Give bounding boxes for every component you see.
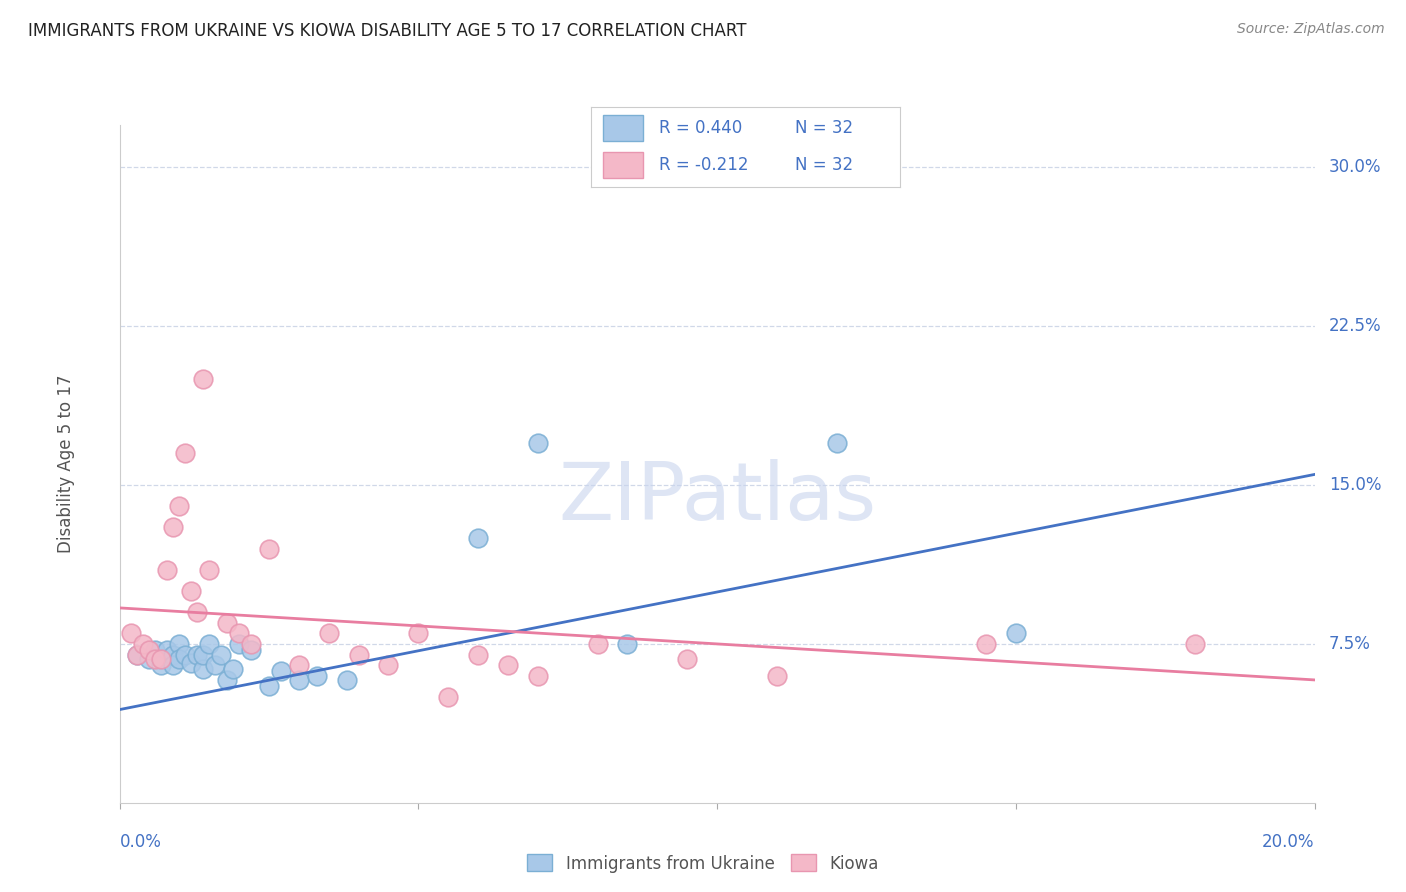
Point — [305, 669, 328, 683]
Text: Source: ZipAtlas.com: Source: ZipAtlas.com — [1237, 22, 1385, 37]
Point — [228, 637, 250, 651]
Point — [217, 673, 239, 687]
Point — [257, 541, 280, 556]
Text: 7.5%: 7.5% — [1329, 635, 1371, 653]
Point — [1184, 637, 1206, 651]
Point — [527, 435, 550, 450]
FancyBboxPatch shape — [603, 115, 643, 141]
Point — [1004, 626, 1026, 640]
Point — [239, 637, 263, 651]
Point — [204, 658, 226, 673]
Text: 22.5%: 22.5% — [1329, 318, 1382, 335]
Point — [132, 637, 155, 651]
Point — [974, 637, 997, 651]
Legend: Immigrants from Ukraine, Kiowa: Immigrants from Ukraine, Kiowa — [520, 847, 886, 880]
Point — [169, 637, 191, 651]
Point — [162, 648, 184, 662]
Point — [156, 643, 179, 657]
Point — [437, 690, 460, 704]
Point — [336, 673, 357, 687]
Point — [150, 651, 173, 665]
Point — [217, 615, 239, 630]
Point — [318, 626, 340, 640]
Point — [586, 637, 609, 651]
Point — [191, 648, 215, 662]
Point — [145, 651, 166, 665]
Point — [156, 563, 179, 577]
Point — [174, 446, 197, 460]
Point — [228, 626, 250, 640]
Point — [239, 643, 263, 657]
Point — [616, 637, 638, 651]
Point — [121, 626, 143, 640]
Text: 20.0%: 20.0% — [1263, 833, 1315, 851]
Point — [347, 648, 370, 662]
Point — [138, 651, 160, 665]
Point — [198, 563, 221, 577]
Text: N = 32: N = 32 — [794, 119, 853, 136]
Point — [222, 662, 245, 676]
Point — [191, 372, 215, 386]
Text: 0.0%: 0.0% — [120, 833, 162, 851]
Point — [180, 656, 202, 670]
Text: N = 32: N = 32 — [794, 156, 853, 174]
Point — [191, 662, 215, 676]
Point — [287, 673, 309, 687]
Text: Disability Age 5 to 17: Disability Age 5 to 17 — [56, 375, 75, 553]
Point — [198, 637, 221, 651]
Point — [180, 583, 202, 598]
Point — [127, 648, 149, 662]
Point — [825, 435, 848, 450]
Point — [169, 651, 191, 665]
Point — [408, 626, 430, 640]
Point — [257, 679, 280, 693]
Point — [676, 651, 699, 665]
Point — [467, 648, 489, 662]
Point — [150, 658, 173, 673]
Point — [186, 648, 208, 662]
Point — [377, 658, 399, 673]
Text: 30.0%: 30.0% — [1329, 158, 1382, 177]
Point — [150, 651, 173, 665]
Point — [145, 643, 166, 657]
Point — [270, 665, 292, 679]
Point — [209, 648, 232, 662]
Point — [138, 643, 160, 657]
Text: 15.0%: 15.0% — [1329, 476, 1382, 494]
Point — [174, 648, 197, 662]
Point — [467, 531, 489, 545]
Point — [527, 669, 550, 683]
Point — [496, 658, 519, 673]
Point — [127, 648, 149, 662]
Point — [162, 520, 184, 534]
Point — [765, 669, 787, 683]
Text: IMMIGRANTS FROM UKRAINE VS KIOWA DISABILITY AGE 5 TO 17 CORRELATION CHART: IMMIGRANTS FROM UKRAINE VS KIOWA DISABIL… — [28, 22, 747, 40]
Point — [169, 500, 191, 514]
FancyBboxPatch shape — [603, 152, 643, 178]
Text: R = 0.440: R = 0.440 — [658, 119, 742, 136]
Text: R = -0.212: R = -0.212 — [658, 156, 748, 174]
Point — [162, 658, 184, 673]
Point — [186, 605, 208, 619]
Text: ZIPatlas: ZIPatlas — [558, 458, 876, 537]
Point — [287, 658, 309, 673]
